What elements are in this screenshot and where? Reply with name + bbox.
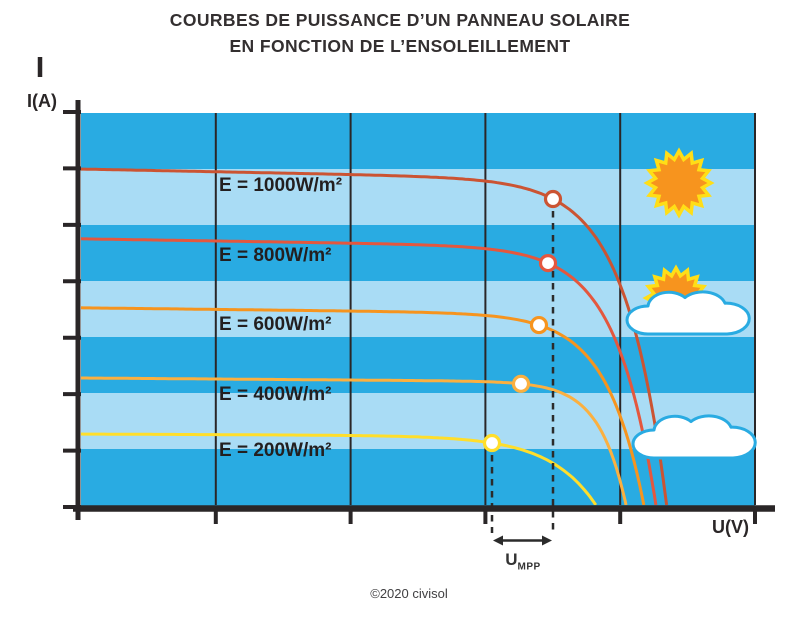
umpp-arrow bbox=[493, 535, 553, 546]
curve-label-1000: E = 1000W/m² bbox=[219, 175, 343, 197]
sun-icon bbox=[643, 147, 715, 219]
curve-label-600: E = 600W/m² bbox=[219, 313, 332, 335]
iv-curve-200 bbox=[81, 432, 598, 505]
axes bbox=[37, 57, 775, 524]
umpp-label-sub: MPP bbox=[517, 561, 541, 573]
stripe-light bbox=[81, 169, 755, 226]
umpp-label-u: U bbox=[505, 550, 518, 569]
mpp-point-800 bbox=[538, 254, 558, 273]
sun-cloud-icon bbox=[625, 264, 751, 336]
curve-label-400: E = 400W/m² bbox=[219, 383, 332, 405]
mpp-points bbox=[482, 189, 563, 453]
iv-curves bbox=[81, 167, 669, 505]
copyright: ©2020 civisol bbox=[370, 586, 448, 601]
chart-title-line1: COURBES DE PUISSANCE D’UN PANNEAU SOLAIR… bbox=[169, 10, 631, 30]
cloud-shape bbox=[631, 414, 757, 460]
background-stripes bbox=[81, 113, 755, 506]
y-axis-label: I(A) bbox=[27, 91, 57, 111]
chart-title-line2: EN FONCTION DE L’ENSOLEILLEMENT bbox=[229, 36, 571, 56]
cloud-shape bbox=[625, 290, 751, 336]
weather-icons bbox=[625, 147, 757, 460]
stripe-dark bbox=[81, 337, 755, 394]
curve-label-200: E = 200W/m² bbox=[219, 440, 332, 462]
x-axis-label: U(V) bbox=[712, 517, 749, 537]
iv-curve-600 bbox=[81, 306, 646, 505]
chart-title: COURBES DE PUISSANCE D’UN PANNEAU SOLAIR… bbox=[0, 7, 800, 59]
mpp-point-400 bbox=[511, 374, 531, 393]
stripe-dark bbox=[81, 225, 755, 282]
curve-label-800: E = 800W/m² bbox=[219, 244, 332, 266]
mpp-point-1000 bbox=[543, 189, 563, 209]
mpp-point-200 bbox=[482, 433, 502, 453]
umpp-dashed-lines bbox=[490, 199, 555, 533]
iv-curve-400 bbox=[81, 376, 628, 505]
stripe-dark bbox=[81, 113, 755, 170]
iv-curve-800 bbox=[81, 237, 658, 505]
cloud-icon bbox=[631, 414, 757, 460]
umpp-label: UMPP bbox=[505, 550, 540, 572]
iv-curve-1000 bbox=[81, 167, 669, 505]
sun-star bbox=[643, 147, 715, 219]
mpp-point-600 bbox=[529, 315, 549, 335]
